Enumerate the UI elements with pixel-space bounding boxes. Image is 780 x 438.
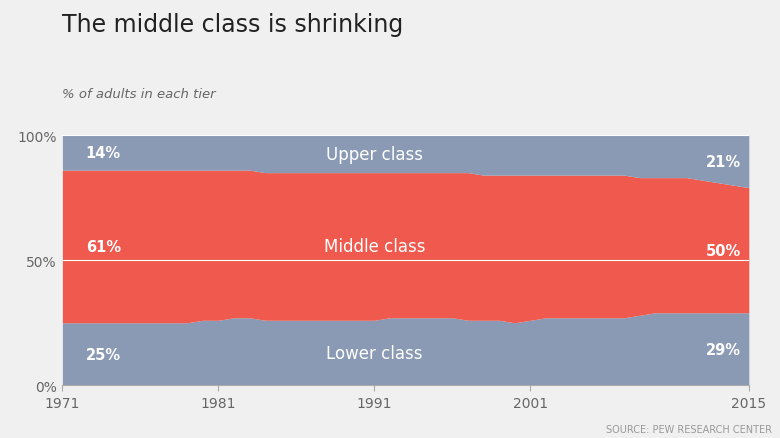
Text: Upper class: Upper class xyxy=(326,145,423,163)
Text: 29%: 29% xyxy=(706,342,741,357)
Text: 25%: 25% xyxy=(86,347,121,362)
Text: 14%: 14% xyxy=(86,146,121,161)
Text: 50%: 50% xyxy=(706,243,741,258)
Text: Middle class: Middle class xyxy=(324,238,425,256)
Text: SOURCE: PEW RESEARCH CENTER: SOURCE: PEW RESEARCH CENTER xyxy=(606,424,772,434)
Text: The middle class is shrinking: The middle class is shrinking xyxy=(62,13,404,37)
Text: 21%: 21% xyxy=(706,155,741,170)
Text: Lower class: Lower class xyxy=(326,344,423,362)
Text: % of adults in each tier: % of adults in each tier xyxy=(62,88,216,101)
Text: 61%: 61% xyxy=(86,240,121,254)
